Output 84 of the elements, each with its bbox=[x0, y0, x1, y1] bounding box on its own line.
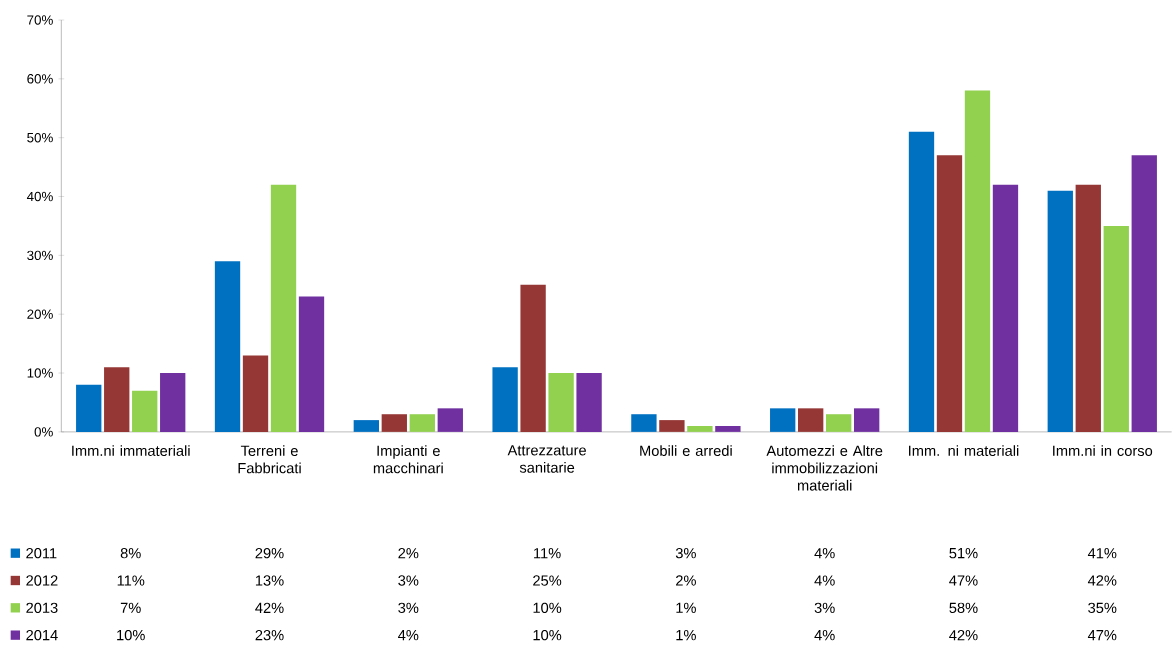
x-tick-label: Automezzi e Altre immobilizzazioni materiali bbox=[766, 445, 883, 491]
data-label: 13% bbox=[255, 575, 284, 586]
data-label: 3% bbox=[398, 575, 419, 586]
bar bbox=[936, 155, 963, 432]
data-label: 4% bbox=[398, 629, 419, 641]
bar bbox=[992, 184, 1019, 432]
bar bbox=[826, 414, 852, 432]
data-label: 2% bbox=[676, 575, 696, 586]
bar bbox=[1075, 184, 1101, 432]
bar bbox=[798, 408, 824, 432]
bar bbox=[437, 408, 463, 432]
x-tick-label: Attrezzature sanitarie bbox=[507, 445, 586, 473]
bar bbox=[270, 184, 297, 432]
bar bbox=[770, 408, 796, 432]
bar bbox=[631, 414, 657, 432]
data-label: 3% bbox=[675, 547, 696, 559]
bar bbox=[548, 372, 574, 432]
data-label: 10% bbox=[117, 629, 145, 641]
y-tick-label: 30% bbox=[27, 250, 53, 261]
bar bbox=[687, 425, 713, 432]
data-label: 1% bbox=[676, 602, 696, 613]
data-label: 4% bbox=[814, 629, 835, 641]
data-label: 41% bbox=[1087, 547, 1117, 559]
data-label: 4% bbox=[814, 547, 835, 559]
data-label: 4% bbox=[814, 575, 835, 586]
data-label: 35% bbox=[1088, 602, 1117, 613]
x-tick-label: Imm. ni materiali bbox=[909, 445, 1019, 456]
bar bbox=[160, 372, 186, 432]
y-tick-label: 50% bbox=[27, 132, 53, 143]
data-label: 42% bbox=[255, 602, 284, 613]
y-tick-label: 10% bbox=[27, 368, 53, 378]
bar bbox=[132, 390, 158, 432]
data-label: 8% bbox=[120, 547, 141, 559]
data-label: 11% bbox=[117, 575, 145, 586]
data-label: 10% bbox=[533, 602, 562, 613]
data-label: 11% bbox=[534, 547, 561, 559]
data-label: 23% bbox=[255, 629, 284, 641]
bar bbox=[409, 414, 435, 432]
bar bbox=[214, 261, 241, 432]
x-tick-label: Mobili e arredi bbox=[640, 445, 732, 456]
data-label: 42% bbox=[1087, 575, 1117, 586]
data-label: 7% bbox=[120, 602, 141, 613]
bar bbox=[353, 420, 379, 432]
data-label: 47% bbox=[1087, 629, 1117, 641]
data-label: 1% bbox=[676, 629, 696, 641]
bar bbox=[854, 408, 880, 432]
legend-label: 2012 bbox=[26, 575, 58, 586]
x-tick-label: Imm.ni in corso bbox=[1053, 445, 1153, 456]
bar bbox=[964, 90, 991, 432]
data-label: 25% bbox=[533, 575, 562, 586]
data-label: 3% bbox=[814, 602, 835, 613]
y-tick-label: 0% bbox=[34, 427, 53, 437]
data-label: 42% bbox=[949, 629, 978, 641]
y-tick-label: 40% bbox=[26, 191, 53, 202]
data-label: 29% bbox=[255, 547, 284, 559]
bar bbox=[520, 284, 546, 432]
x-tick-label: Imm.ni immateriali bbox=[72, 445, 190, 456]
bar bbox=[659, 420, 685, 432]
bar bbox=[76, 384, 102, 432]
bar bbox=[104, 367, 130, 432]
legend-label: 2013 bbox=[26, 602, 58, 613]
bar bbox=[298, 296, 325, 432]
x-tick-label: Terreni e Fabbricati bbox=[238, 445, 301, 474]
bar bbox=[1103, 225, 1129, 432]
data-label: 3% bbox=[398, 602, 419, 613]
data-label: 2% bbox=[398, 547, 419, 559]
bar bbox=[381, 414, 407, 432]
data-label: 51% bbox=[949, 547, 978, 559]
bar bbox=[242, 355, 269, 432]
legend-label: 2014 bbox=[26, 629, 58, 641]
legend-label: 2011 bbox=[26, 547, 57, 559]
y-tick-label: 70% bbox=[27, 15, 53, 25]
y-tick-label: 20% bbox=[27, 309, 53, 319]
bar bbox=[492, 367, 518, 432]
x-tick-label: Impianti e macchinari bbox=[373, 445, 443, 474]
data-label: 10% bbox=[533, 629, 562, 641]
bar bbox=[1047, 190, 1073, 432]
bar bbox=[715, 425, 741, 432]
data-label: 47% bbox=[949, 575, 978, 586]
bar bbox=[1131, 155, 1157, 432]
bar bbox=[576, 372, 602, 432]
y-tick-label: 60% bbox=[27, 74, 53, 84]
data-label: 58% bbox=[949, 602, 978, 613]
bar bbox=[908, 131, 935, 432]
